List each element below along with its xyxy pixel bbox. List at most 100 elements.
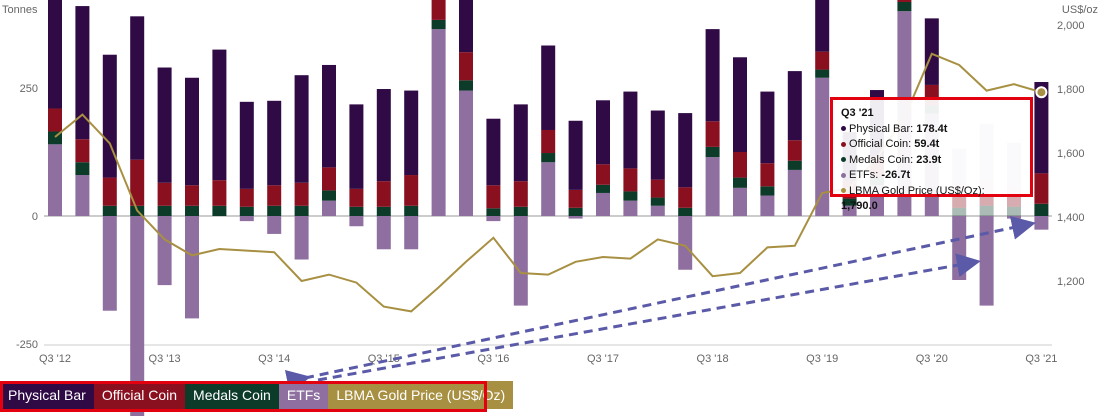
tooltip-row-gold-price: LBMA Gold Price (US$/Oz): 1,790.0 [841,184,1022,215]
bar-medals-coin [733,177,747,188]
bar-medals-coin [431,19,446,30]
bar-medals-coin [1034,203,1049,216]
y-tick-left: 0 [32,211,38,223]
bar-medals-coin [650,197,665,206]
bar-official-coin [513,181,528,207]
bar-etfs [431,29,446,217]
bar-official-coin [239,188,254,207]
bar-physical-bar [459,0,473,53]
tooltip-label: Official Coin: [849,138,915,150]
bar-etfs [130,216,145,416]
legend-item-gold-price[interactable]: LBMA Gold Price (US$/Oz) [328,381,514,409]
legend-item-physical-bar[interactable]: Physical Bar [0,381,94,409]
legend: Physical Bar Official Coin Medals Coin E… [0,381,514,413]
x-tick-label: Q3 '12 [39,353,71,365]
bar-physical-bar [267,100,282,186]
bar-etfs [568,216,583,219]
bar-etfs [842,205,857,216]
bar-physical-bar [705,29,720,122]
bar-medals-coin [513,206,528,216]
bar-official-coin [48,108,62,132]
bar-physical-bar [623,91,638,169]
bar-physical-bar [760,91,775,164]
bar-physical-bar [349,104,364,189]
bar-official-coin [1034,173,1049,204]
bar-physical-bar [376,89,391,182]
x-tick-label: Q3 '21 [1025,353,1057,365]
x-tick-label: Q3 '20 [916,353,948,365]
bar-etfs [513,216,528,306]
y-axis-left-title: Tonnes [2,4,38,16]
bar-medals-coin [842,198,857,206]
bar-official-coin [431,0,446,20]
bar-etfs [102,216,117,311]
bar-official-coin [733,152,747,178]
bar-etfs [760,195,775,216]
bar-etfs [294,216,309,260]
arrow-to-etf-q3-21 [284,216,1036,394]
bar-medals-coin [459,80,473,91]
bar-etfs [48,144,62,216]
bar-medals-coin [376,206,391,216]
bar-etfs [650,205,665,216]
bar-physical-bar [130,16,145,160]
bar-medals-coin [1007,206,1021,216]
bar-official-coin [568,189,583,208]
bar-official-coin [349,188,364,207]
bar-etfs [404,216,419,250]
y-tick-right: 1,800 [1057,84,1085,96]
bar-medals-coin [404,205,419,216]
bar-medals-coin [952,207,967,216]
bar-physical-bar [322,64,336,168]
bar-medals-coin [486,208,501,216]
legend-item-etfs[interactable]: ETFs [278,381,329,409]
bar-etfs [185,216,199,319]
bar-medals-coin [568,207,583,216]
tooltip-row-medals-coin: Medals Coin: 23.9t [841,153,1022,169]
bar-etfs [1007,216,1021,219]
bar-etfs [75,175,90,216]
x-tick-label: Q3 '19 [806,353,838,365]
y-tick-left: 250 [20,83,38,95]
bar-official-coin [596,164,610,185]
bar-medals-coin [185,205,199,216]
bar-official-coin [486,185,501,209]
legend-item-medals-coin[interactable]: Medals Coin [185,381,279,409]
bar-official-coin [185,185,199,206]
bar-official-coin [787,140,802,161]
bar-etfs [596,192,610,216]
bar-physical-bar [541,45,556,130]
tooltip-value: 178.4t [916,122,948,135]
y-tick-right: 1,600 [1057,148,1085,160]
bar-physical-bar [185,77,199,186]
bar-medals-coin [623,191,638,201]
bar-physical-bar [815,0,830,52]
arrow-to-etf-q1-21 [317,253,981,382]
bar-medals-coin [294,205,309,216]
bar-physical-bar [787,71,802,141]
bar-official-coin [212,180,227,206]
bar-official-coin [705,121,720,147]
bar-physical-bar [48,0,62,109]
etfs-dot-icon [841,172,846,178]
bar-etfs [815,77,830,216]
bar-official-coin [541,129,556,154]
bar-official-coin [623,168,638,192]
bar-medals-coin [979,205,994,216]
y-tick-right: 1,200 [1057,276,1085,288]
bar-official-coin [459,52,473,81]
legend-item-official-coin[interactable]: Official Coin [93,381,186,409]
official-coin-dot-icon [841,141,846,147]
bar-medals-coin [267,205,282,216]
bar-physical-bar [678,113,693,188]
bar-physical-bar [486,118,501,186]
tooltip-label: Physical Bar: [849,122,917,135]
bar-etfs [623,200,638,216]
bar-etfs [486,216,501,222]
bar-medals-coin [322,190,336,201]
tooltip-title: Q3 '21 [841,107,874,119]
bar-official-coin [376,181,391,207]
bar-physical-bar [924,18,939,85]
bar-etfs [952,216,967,280]
medals-coin-dot-icon [841,157,846,163]
